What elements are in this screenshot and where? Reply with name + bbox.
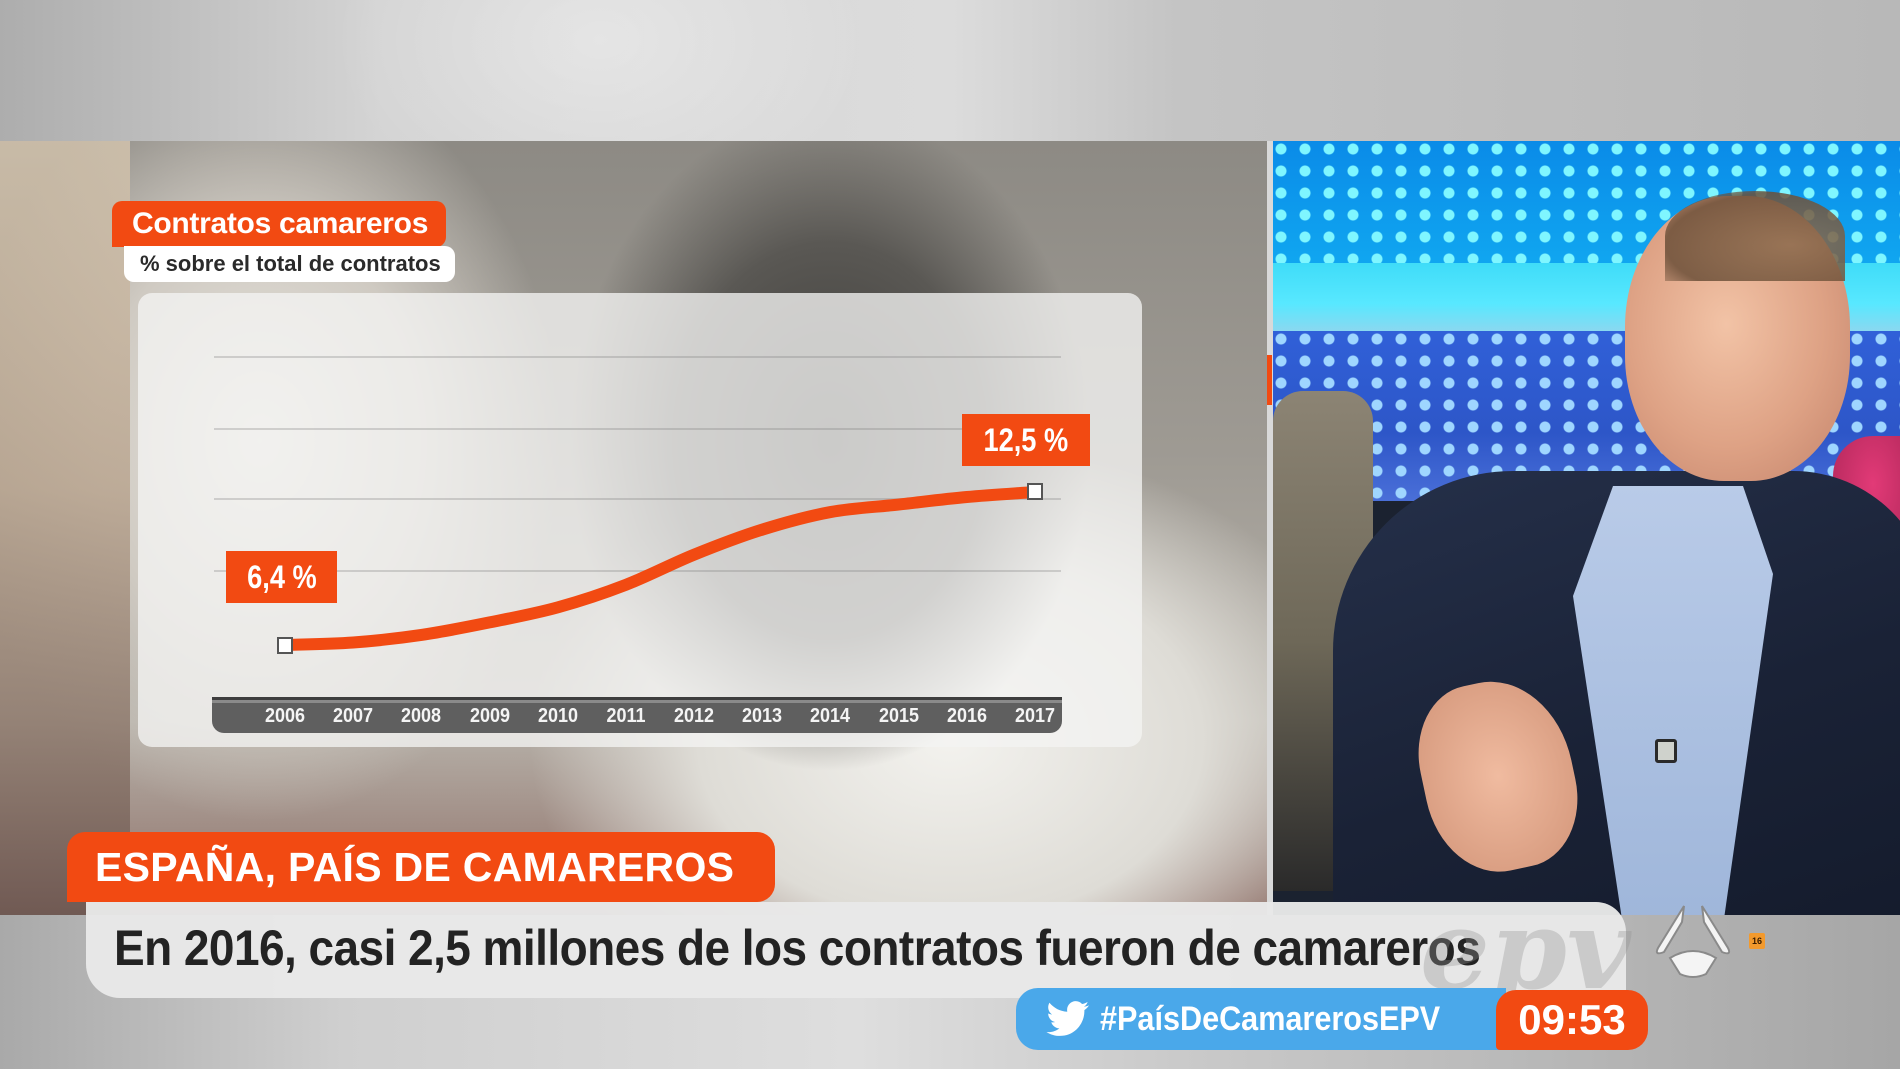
end-value-label: 12,5 %: [962, 414, 1090, 466]
split-screen-divider: [1267, 141, 1273, 915]
x-axis-tick-label: 2011: [606, 705, 646, 727]
x-axis-tick-label: 2006: [264, 705, 306, 727]
right-video-feed: [1273, 141, 1900, 915]
start-point-marker: [277, 637, 293, 654]
chart-title: Contratos camareros: [112, 201, 447, 247]
topic-tag: ESPAÑA, PAÍS DE CAMAREROS: [67, 832, 775, 902]
broadcast-clock: 09:53: [1496, 990, 1648, 1050]
lapel-mic-icon: [1655, 739, 1677, 763]
x-axis-tick-label: 2013: [742, 705, 783, 727]
headline-bar: En 2016, casi 2,5 millones de los contra…: [86, 902, 1626, 998]
background-scene-left: [0, 141, 130, 915]
start-value-label: 6,4 %: [226, 551, 337, 603]
antena3-logo-icon: [1655, 905, 1731, 978]
end-point-marker: [1027, 483, 1043, 500]
grid-line: [214, 570, 1061, 572]
x-axis-tick-label: 2009: [469, 705, 510, 727]
x-axis-labels: 2006 2007 2008 2009 2010 2011 2012 2013 2014 2015…: [250, 699, 1055, 733]
grid-line: [214, 428, 1061, 430]
x-axis-tick-label: 2016: [946, 705, 987, 727]
chart-panel: [138, 293, 1142, 747]
studio-background-top: [0, 0, 1900, 141]
x-axis-tick-label: 2017: [1014, 705, 1056, 727]
x-axis-tick-label: 2007: [333, 705, 374, 727]
data-line: [279, 486, 1041, 651]
divider-accent: [1267, 355, 1272, 405]
headline-text: En 2016, casi 2,5 millones de los contra…: [114, 920, 1481, 976]
x-axis-tick-label: 2012: [674, 705, 715, 727]
x-axis-tick-label: 2014: [810, 705, 851, 727]
x-axis-bar: [212, 697, 1062, 733]
grid-line: [214, 498, 1061, 500]
x-axis-tick-label: 2010: [537, 705, 578, 727]
x-axis-tick-label: 2015: [878, 705, 919, 727]
grid-line: [214, 356, 1061, 358]
chart-subtitle: % sobre el total de contratos: [124, 246, 455, 282]
hashtag-bar: #PaísDeCamarerosEPV: [1016, 988, 1506, 1050]
age-rating-badge: 16: [1749, 933, 1765, 949]
speaker-hair: [1665, 191, 1845, 281]
x-axis-tick-label: 2008: [401, 705, 442, 727]
twitter-bird-icon: [1046, 1001, 1089, 1036]
hashtag-text: #PaísDeCamarerosEPV: [1100, 1000, 1441, 1038]
